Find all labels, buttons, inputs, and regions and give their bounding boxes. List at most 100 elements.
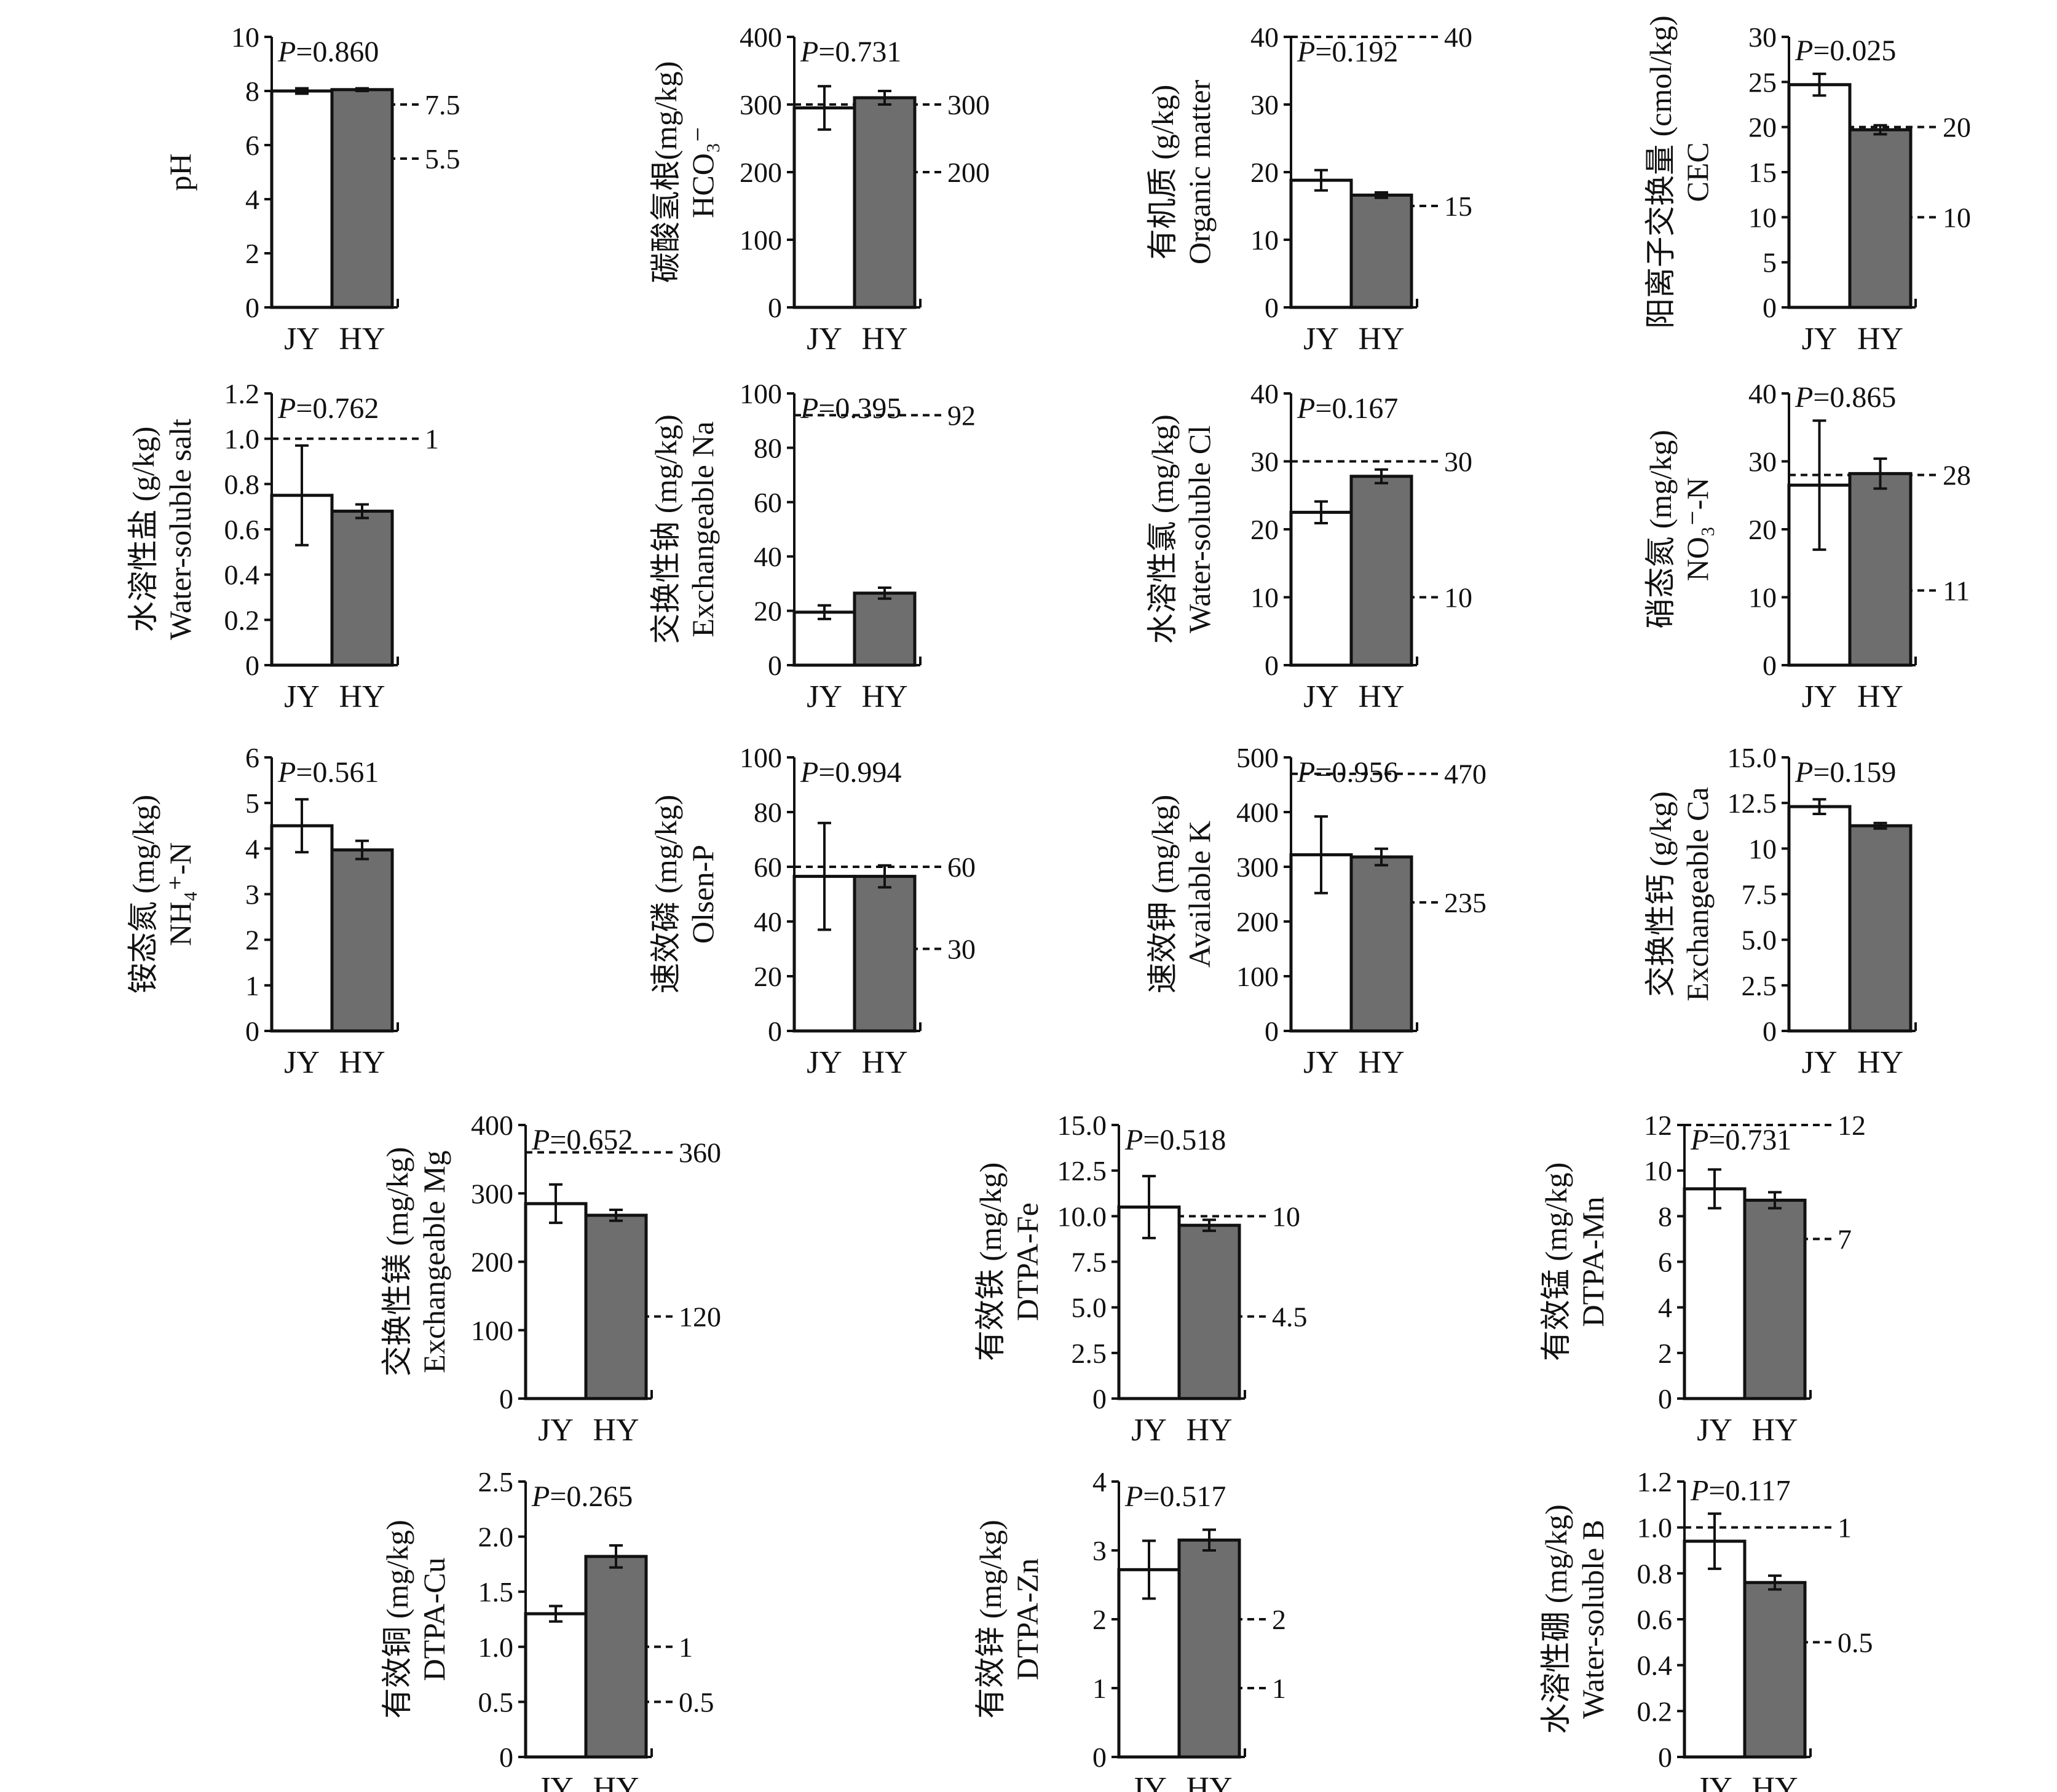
y-tick-label: 300 bbox=[471, 1178, 513, 1209]
y-axis-label-en: pH bbox=[163, 153, 197, 191]
y-tick-label: 400 bbox=[1236, 797, 1279, 828]
category-label: HY bbox=[1857, 1045, 1903, 1080]
y-axis-label-en: Water-soluble Cl bbox=[1182, 425, 1217, 633]
y-axis-label-en: HCO₃⁻ bbox=[685, 126, 720, 218]
y-tick-label: 1.0 bbox=[478, 1632, 514, 1663]
y-tick-label: 80 bbox=[754, 797, 782, 828]
panel-7: 30 10 JY HY 0 10 20 30 40 P=0.167 水溶性氯 (mg/kg) Wate… bbox=[1145, 378, 1472, 714]
y-axis-label-en: DTPA-Cu bbox=[417, 1558, 451, 1681]
y-tick-label: 60 bbox=[754, 851, 782, 883]
y-tick-label: 0 bbox=[1092, 1742, 1107, 1773]
y-tick-label: 0.2 bbox=[224, 604, 260, 636]
y-tick-label: 20 bbox=[1250, 157, 1279, 188]
y-tick-label: 15.0 bbox=[1727, 742, 1777, 773]
y-tick-label: 0.6 bbox=[1637, 1604, 1673, 1635]
y-tick-label: 10 bbox=[1250, 582, 1279, 614]
p-value-label: P=0.265 bbox=[531, 1480, 633, 1513]
panel-11: 470 235 JY HY 0 100 200 300 400 500 P=0.956 速效钾 (mg… bbox=[1145, 742, 1486, 1080]
y-axis-label-cn: 交换性镁 (mg/kg) bbox=[380, 1147, 414, 1377]
bar-hy bbox=[853, 591, 917, 667]
category-label: HY bbox=[1751, 1771, 1798, 1792]
y-axis-label-cn: 有效铜 (mg/kg) bbox=[380, 1520, 414, 1719]
y-tick-label: 200 bbox=[471, 1247, 513, 1278]
y-axis-label-en: Exchangeable Mg bbox=[417, 1150, 451, 1373]
y-tick-label: 100 bbox=[471, 1315, 513, 1346]
y-tick-label: 30 bbox=[1748, 22, 1777, 53]
reference-line-label: 92 bbox=[947, 400, 976, 431]
y-tick-label: 0 bbox=[1763, 650, 1777, 681]
reference-line-label: 12 bbox=[1838, 1110, 1866, 1141]
y-axis-label-en: NO₃⁻-N bbox=[1680, 478, 1715, 582]
panel-15: 12 7 JY HY 0 2 4 6 8 10 12 P=0.731 有效锰 (mg/kg) DTPA-M… bbox=[1539, 1110, 1866, 1448]
bar-jy bbox=[524, 1612, 588, 1759]
bar-hy bbox=[853, 96, 917, 309]
y-tick-label: 40 bbox=[1250, 22, 1279, 53]
y-tick-label: 0 bbox=[245, 1016, 259, 1047]
panel-17: 2 1 JY HY 0 1 2 3 4 P=0.517 有效锌 (mg/kg) DTPA-Zn bbox=[973, 1466, 1286, 1792]
y-axis-label-en: Water-soluble salt bbox=[163, 419, 197, 640]
y-tick-label: 1 bbox=[1092, 1673, 1107, 1704]
y-axis-label-cn: 硝态氮 (mg/kg) bbox=[1643, 430, 1678, 629]
bar-jy bbox=[1289, 178, 1353, 309]
y-tick-label: 8 bbox=[1658, 1201, 1672, 1232]
y-tick-label: 0.4 bbox=[224, 559, 260, 591]
y-tick-label: 5.0 bbox=[1742, 925, 1777, 956]
y-tick-label: 4 bbox=[245, 184, 259, 215]
category-label: JY bbox=[1303, 322, 1339, 357]
bar-hy bbox=[1177, 1223, 1241, 1400]
y-tick-label: 80 bbox=[754, 432, 782, 464]
p-value-label: P=0.025 bbox=[1794, 34, 1896, 67]
y-axis-label-cn: 交换性钙 (g/kg) bbox=[1643, 791, 1678, 997]
y-axis-label-cn: 阳离子交换量 (cmol/kg) bbox=[1643, 15, 1678, 329]
p-value-label: P=0.731 bbox=[800, 36, 901, 68]
bar-hy bbox=[584, 1555, 648, 1759]
bar-jy bbox=[1289, 510, 1353, 667]
y-tick-label: 7.5 bbox=[1742, 879, 1777, 910]
y-axis-label-en: DTPA-Fe bbox=[1010, 1202, 1044, 1321]
y-tick-label: 3 bbox=[1092, 1535, 1107, 1566]
p-value-label: P=0.117 bbox=[1690, 1474, 1791, 1507]
y-tick-label: 40 bbox=[1250, 378, 1279, 409]
reference-line-label: 11 bbox=[1943, 575, 1970, 606]
category-label: JY bbox=[807, 679, 842, 714]
y-tick-label: 1.0 bbox=[1637, 1512, 1673, 1544]
bar-hy bbox=[1349, 475, 1413, 667]
y-axis-label-cn: 速效钾 (mg/kg) bbox=[1145, 795, 1180, 994]
y-tick-label: 0 bbox=[1658, 1742, 1672, 1773]
y-axis-label-cn: 水溶性硼 (mg/kg) bbox=[1539, 1504, 1573, 1734]
bar-jy bbox=[1787, 805, 1852, 1033]
y-axis-label-cn: 有机质 (g/kg) bbox=[1145, 85, 1180, 260]
y-axis-label-cn: 速效磷 (mg/kg) bbox=[649, 795, 683, 994]
y-tick-label: 0 bbox=[768, 1016, 782, 1047]
y-tick-label: 300 bbox=[740, 89, 782, 120]
y-tick-label: 1 bbox=[245, 970, 259, 1001]
category-label: HY bbox=[1358, 679, 1404, 714]
y-tick-label: 0.8 bbox=[1637, 1558, 1673, 1589]
reference-line-label: 40 bbox=[1444, 22, 1472, 53]
y-tick-label: 0.5 bbox=[478, 1686, 514, 1718]
y-tick-label: 0 bbox=[1265, 292, 1279, 323]
y-axis-label-en: NH₄⁺-N bbox=[163, 842, 197, 946]
y-axis-label-en: Olsen-P bbox=[685, 845, 720, 944]
bar-hy bbox=[584, 1214, 648, 1400]
y-tick-label: 0 bbox=[768, 292, 782, 323]
y-tick-label: 40 bbox=[1748, 378, 1777, 409]
y-tick-label: 0 bbox=[1658, 1383, 1672, 1415]
reference-line-label: 60 bbox=[947, 851, 976, 883]
y-tick-label: 5 bbox=[1763, 247, 1777, 278]
y-tick-label: 1.5 bbox=[478, 1576, 514, 1608]
bar-hy bbox=[1848, 472, 1913, 667]
category-label: HY bbox=[1857, 679, 1903, 714]
bar-jy bbox=[270, 89, 334, 309]
y-tick-label: 20 bbox=[754, 961, 782, 992]
y-tick-label: 10 bbox=[1748, 202, 1777, 233]
reference-line-label: 20 bbox=[1943, 112, 1971, 143]
y-tick-label: 30 bbox=[1748, 446, 1777, 478]
category-label: JY bbox=[284, 1045, 320, 1080]
category-label: JY bbox=[1303, 679, 1339, 714]
reference-line-label: 5.5 bbox=[425, 143, 460, 175]
category-label: JY bbox=[807, 322, 842, 357]
y-tick-label: 4 bbox=[1658, 1292, 1672, 1324]
panel-6: 92 JY HY 0 20 40 60 80 100 P=0.395 交换性钠 (mg/kg) Exc… bbox=[649, 378, 976, 714]
bar-hy bbox=[330, 510, 394, 667]
